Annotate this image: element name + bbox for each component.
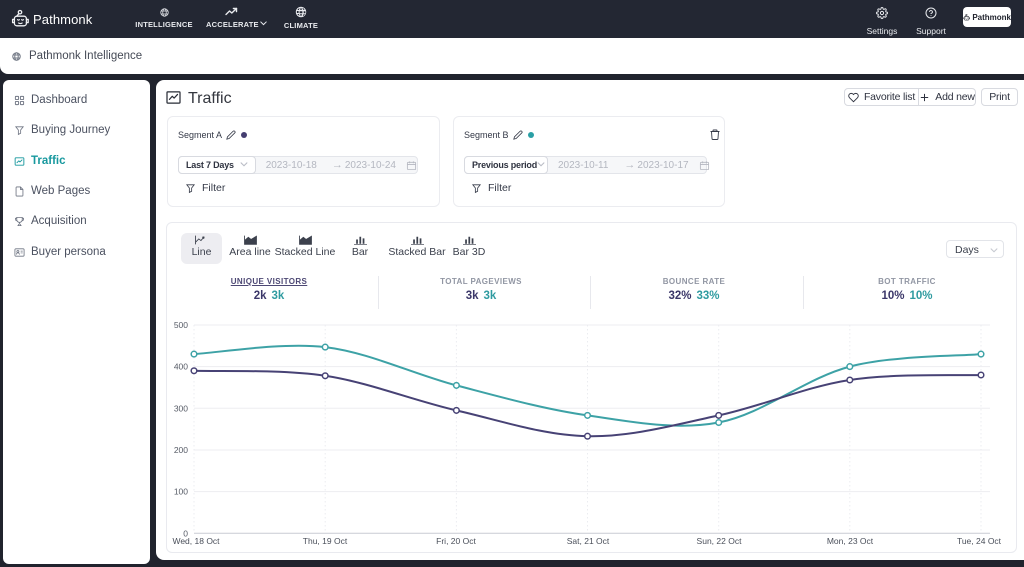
svg-text:Fri, 20 Oct: Fri, 20 Oct	[436, 536, 476, 546]
svg-text:Tue, 24 Oct: Tue, 24 Oct	[957, 536, 1002, 546]
svg-text:Sun, 22 Oct: Sun, 22 Oct	[697, 536, 743, 546]
svg-text:300: 300	[174, 403, 188, 413]
svg-text:400: 400	[174, 362, 188, 372]
svg-text:200: 200	[174, 445, 188, 455]
svg-text:500: 500	[174, 320, 188, 330]
svg-text:Wed, 18 Oct: Wed, 18 Oct	[172, 536, 220, 546]
svg-text:0: 0	[183, 528, 188, 538]
svg-text:Thu, 19 Oct: Thu, 19 Oct	[303, 536, 348, 546]
svg-text:100: 100	[174, 487, 188, 497]
svg-text:Sat, 21 Oct: Sat, 21 Oct	[567, 536, 610, 546]
svg-text:Mon, 23 Oct: Mon, 23 Oct	[827, 536, 874, 546]
